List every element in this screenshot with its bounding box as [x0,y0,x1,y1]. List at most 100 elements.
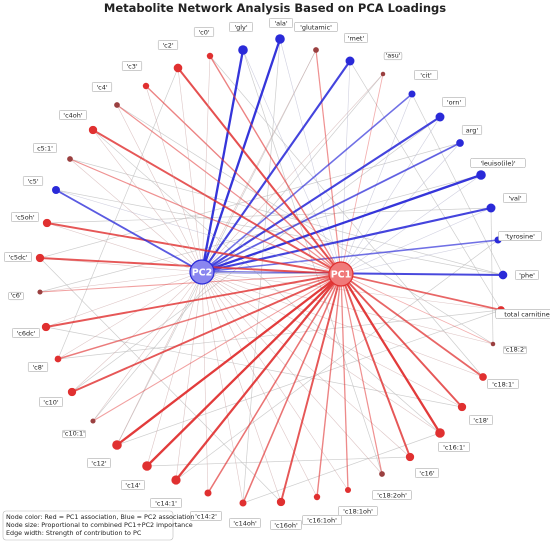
pc1-hub-label: PC1 [331,269,352,280]
node-label: 'c0' [198,28,209,36]
node-label: 'c6' [10,292,21,300]
legend: Node color: Red = PC1 association, Blue … [2,510,194,541]
node-label-box [121,61,143,71]
weak-edge [69,158,203,273]
pc-edge [280,273,342,503]
metabolite-node [457,402,467,412]
node-label-group: 'c6dc' [12,328,40,338]
pc-edge [201,173,482,274]
metabolite-node [238,45,248,55]
node-label-box [338,506,378,516]
metabolite-node [206,52,214,60]
pc-edge [175,273,342,481]
weak-edge [177,67,203,273]
pc-edge [45,273,342,328]
node-label-box [442,97,466,107]
node-label: 'c16:1oh' [307,516,337,524]
node-label-box [59,110,87,120]
node-label-box [344,33,368,43]
weak-edge [201,271,209,494]
node-label-box [503,345,527,355]
pc-edge [55,189,203,273]
node-label-box [372,490,412,500]
weak-edge [145,85,203,273]
node-label-group: 'c12' [87,458,111,468]
edge-layer [39,38,504,504]
node-label: total carnitine [504,310,549,318]
node-label-group: 'c5dc' [4,252,32,262]
node-label-group: 'c16:1oh' [302,515,342,525]
node-label: arg' [466,126,479,134]
weak-edge [116,104,203,273]
node-label: 'val' [508,194,521,202]
metabolite-node [88,125,98,135]
node-label-box [302,515,342,525]
node-label: 'c18:2oh' [377,491,407,499]
node-label-group: 'c4oh' [59,110,87,120]
metabolite-node [142,461,152,471]
node-label-group: 'c10:1' [62,430,86,439]
pc-edge [340,273,463,408]
node-label: 'met' [348,34,365,42]
metabolite-node [380,71,386,77]
pc-edge [57,273,342,360]
weak-edge [201,271,383,475]
node-label: 'leuiso(ile)' [480,159,516,167]
metabolite-node [275,34,285,44]
node-label-box [383,51,403,61]
node-label: 'c5' [27,177,38,185]
legend-box [2,510,174,541]
pc-edge [116,104,342,275]
metabolite-node [67,387,77,397]
node-label-group: 'c16' [415,468,439,478]
node-label-group: total carnitine [495,309,550,319]
metabolite-node [42,218,52,228]
node-label-group: 'ala' [269,18,293,28]
node-label: 'asu' [385,52,400,60]
pc-edge [207,273,342,494]
weak-edge [46,222,203,273]
node-label-box [438,442,470,452]
node-label-group: 'c8' [27,362,49,372]
weak-edge [39,271,203,293]
metabolite-node [408,90,416,98]
node-label: 'c8' [32,363,43,371]
node-label-box [33,143,57,153]
node-label-group: c5:1' [33,143,57,153]
node-label: 'c18' [473,416,489,424]
node-label-box [414,70,438,80]
pc-edge [316,273,342,498]
pc-edge [200,49,245,273]
pc-edge [46,222,342,275]
hub-edge [201,271,342,275]
node-label-group: 'c5' [22,176,44,186]
node-label-group: 'c16oh' [270,520,302,530]
weak-edge [201,271,244,504]
node-label-group: 'c18:2' [503,345,527,355]
weak-edge [340,142,461,275]
weak-edge [340,116,441,275]
node-label-group: 'leuiso(ile)' [470,158,526,168]
diagram-title: Metabolite Network Analysis Based on PCA… [104,1,446,15]
node-label-group: 'val' [503,193,527,203]
pc-edge [146,273,342,467]
cross-edge [349,60,502,311]
node-label: 'c14:1' [155,499,177,507]
metabolite-node [112,440,122,450]
node-label: 'c10' [43,398,59,406]
node-label: 'c3' [126,62,137,70]
pc-edge [201,239,499,273]
node-label-group: 'c18' [469,415,493,425]
node-label-box [503,193,527,203]
metabolite-node [54,355,62,363]
node-label-box [4,252,32,262]
metabolite-node [498,270,508,280]
node-label-group: 'c4' [91,82,113,92]
metabolite-node [37,289,43,295]
node-label-group: 'c0' [193,27,215,37]
node-layer: 'gly' 'ala' 'glutamic' 'met' 'asu' 'cit' 'orn'… [4,18,550,530]
node-label-box [470,158,526,168]
weak-edge [279,38,342,275]
weak-edge [242,49,342,275]
metabolite-node [379,471,385,477]
